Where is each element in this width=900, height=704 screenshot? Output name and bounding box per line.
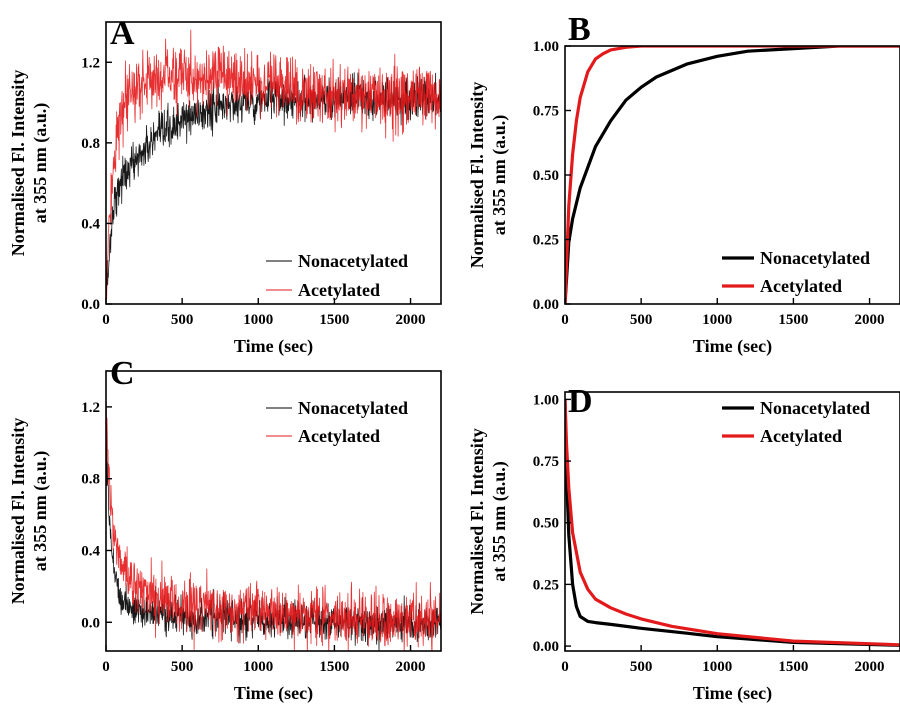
x-tick-label: 1000 [702, 659, 732, 675]
y-tick-label: 0.75 [533, 454, 559, 470]
series-line-acetylated [106, 29, 441, 300]
plot-frame [105, 370, 442, 652]
x-tick-label: 0 [102, 312, 110, 328]
x-axis-title: Time (sec) [234, 336, 313, 357]
y-tick-label: 0.00 [533, 639, 559, 655]
panel-d: 0 500 1000 1500 2000 0.00 0.25 0.50 0.75 1.00 Time… [467, 383, 900, 704]
legend-label: Nonacetylated [760, 398, 870, 418]
x-tick-label: 2000 [396, 659, 426, 675]
panel-letter: A [110, 15, 135, 52]
panel-a: 0 500 1000 1500 2000 0.0 0.4 0.8 1.2 Time (sec) No… [8, 15, 442, 357]
y-axis-title-line-1: Normalised Fl. Intensity [467, 82, 487, 269]
series-line-nonacetylated [106, 425, 441, 651]
y-tick-label: 1.00 [533, 392, 559, 408]
x-tick-label: 1500 [778, 312, 808, 328]
x-tick-label: 2000 [396, 312, 426, 328]
y-tick-label: 0.8 [81, 136, 100, 152]
plot-area [565, 46, 900, 304]
y-tick-label: 0.8 [81, 472, 100, 488]
y-tick-label: 1.2 [81, 400, 100, 416]
y-tick-label: 0.50 [533, 168, 559, 184]
series-line-acetylated [565, 399, 900, 647]
x-tick-label: 2000 [855, 312, 885, 328]
y-tick-label: 0.25 [533, 577, 559, 593]
panel-letter: B [568, 11, 591, 48]
x-tick-label: 0 [561, 312, 569, 328]
x-tick-label: 2000 [855, 659, 885, 675]
x-tick-label: 500 [630, 659, 653, 675]
x-tick-label: 1000 [243, 659, 273, 675]
y-tick-label: 0.25 [533, 233, 559, 249]
x-tick-label: 500 [171, 312, 194, 328]
y-tick-label: 0.75 [533, 104, 559, 120]
panel-c: 0 500 1000 1500 2000 0.0 0.4 0.8 1.2 Time (sec) No… [8, 355, 442, 704]
y-axis-title-line-2: at 355 nm (a.u.) [30, 451, 51, 572]
y-tick-label: 0.0 [81, 297, 100, 313]
x-tick-label: 500 [171, 659, 194, 675]
legend-label: Acetylated [298, 280, 380, 300]
plot-frame [105, 21, 442, 305]
x-tick-label: 1500 [778, 659, 808, 675]
y-axis-title-line-2: at 355 nm (a.u.) [489, 115, 510, 236]
legend-label: Acetylated [760, 276, 842, 296]
y-axis-title-line-2: at 355 nm (a.u.) [30, 103, 51, 224]
x-tick-label: 1500 [319, 659, 349, 675]
x-tick-label: 0 [102, 659, 110, 675]
panel-b: 0 500 1000 1500 2000 0.00 0.25 0.50 0.75 1.00 Time… [467, 11, 900, 357]
x-tick-label: 1000 [702, 312, 732, 328]
legend-label: Nonacetylated [298, 398, 408, 418]
plot-area [106, 402, 441, 651]
y-axis-title-line-1: Normalised Fl. Intensity [8, 70, 28, 257]
y-axis-title-line-2: at 355 nm (a.u.) [489, 461, 510, 582]
y-axis-title-line-1: Normalised Fl. Intensity [467, 428, 487, 615]
plot-area [565, 399, 900, 647]
x-tick-label: 1000 [243, 312, 273, 328]
legend-label: Nonacetylated [760, 248, 870, 268]
x-axis-title: Time (sec) [693, 336, 772, 357]
y-tick-label: 0.00 [533, 297, 559, 313]
plot-area [106, 29, 441, 300]
y-axis-title-line-1: Normalised Fl. Intensity [8, 418, 28, 605]
x-axis-title: Time (sec) [693, 683, 772, 704]
x-tick-label: 0 [561, 659, 569, 675]
series-line-nonacetylated [565, 399, 900, 647]
plot-frame [564, 391, 900, 652]
y-tick-label: 1.2 [81, 55, 100, 71]
y-tick-label: 0.0 [81, 615, 100, 631]
x-tick-label: 500 [630, 312, 653, 328]
x-tick-label: 1500 [319, 312, 349, 328]
y-tick-label: 1.00 [533, 39, 559, 55]
series-line-acetylated [106, 402, 441, 651]
x-axis-title: Time (sec) [234, 683, 313, 704]
legend-label: Acetylated [298, 426, 380, 446]
y-tick-label: 0.50 [533, 516, 559, 532]
legend-label: Nonacetylated [298, 251, 408, 271]
series-line-nonacetylated [565, 46, 900, 304]
y-tick-label: 0.4 [81, 543, 100, 559]
series-line-acetylated [565, 46, 900, 304]
y-tick-label: 0.4 [81, 216, 100, 232]
panel-letter: C [110, 355, 135, 392]
panel-letter: D [568, 383, 593, 420]
legend-label: Acetylated [760, 426, 842, 446]
